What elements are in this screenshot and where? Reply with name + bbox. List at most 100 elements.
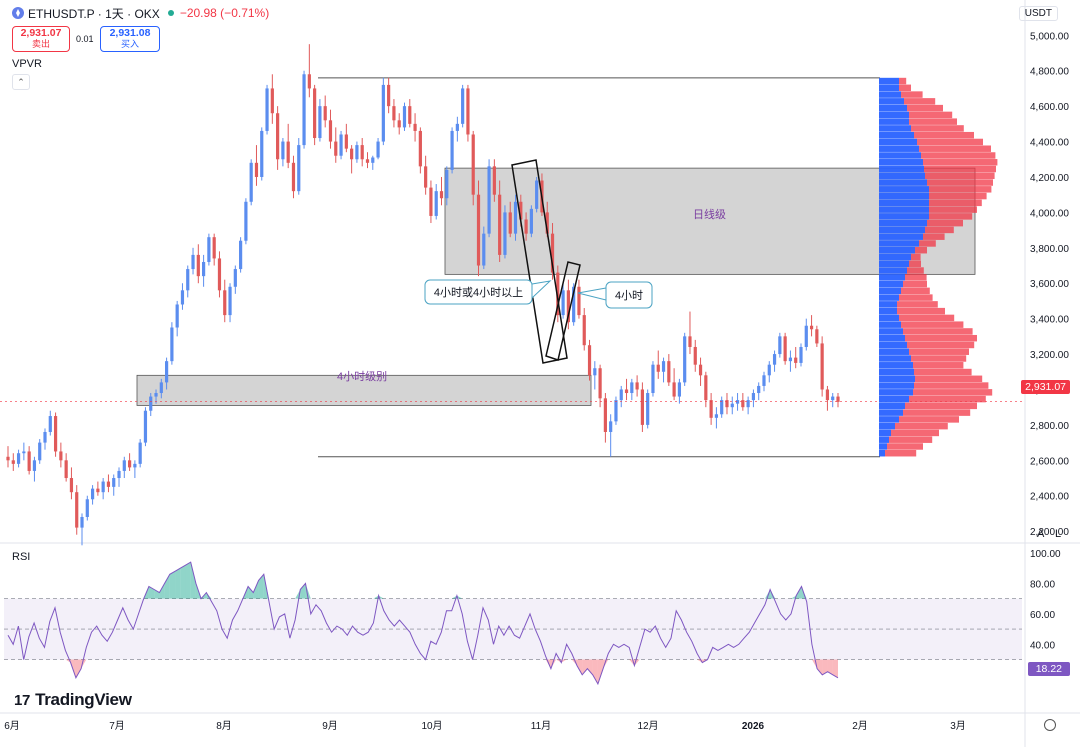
price-axis-label: 2,200.00 [1030, 527, 1069, 538]
log-scale-button[interactable]: L [1055, 528, 1062, 540]
volume-profile-down-bar [929, 192, 987, 200]
candle-body [27, 451, 31, 471]
candle-body [566, 290, 570, 323]
candle-body [6, 456, 10, 461]
candle-body [799, 346, 803, 363]
volume-profile-up-bar [879, 301, 897, 308]
candle-body [772, 354, 777, 365]
rsi-oversold-fill [827, 659, 833, 675]
candle-body [651, 364, 655, 394]
rsi-oversold-fill [571, 659, 577, 666]
candle-body [212, 237, 216, 259]
volume-profile-up-bar [879, 152, 921, 159]
brand-name: TradingView [35, 690, 132, 709]
rsi-indicator-label[interactable]: RSI [12, 551, 31, 563]
rsi-overbought-fill [185, 562, 191, 599]
settings-icon[interactable] [1044, 719, 1056, 731]
tradingview-logo-icon: 17 [14, 691, 31, 709]
candle-body [355, 145, 359, 160]
candle-body [783, 336, 787, 362]
volume-profile-up-bar [879, 355, 911, 362]
candle-body [767, 364, 771, 376]
candle-body [138, 442, 142, 464]
volume-profile-down-bar [897, 307, 945, 315]
buy-button[interactable]: 2,931.08 买入 [100, 26, 160, 52]
volume-profile-down-bar [909, 348, 969, 355]
volume-profile-up-bar [879, 145, 919, 152]
candle-body [450, 130, 454, 170]
rsi-overbought-fill [378, 595, 384, 599]
candle-body [22, 451, 26, 454]
candle-body [313, 88, 317, 139]
rsi-oversold-fill [592, 659, 598, 684]
rsi-overbought-fill [764, 589, 771, 599]
candle-body [350, 148, 354, 160]
rsi-oversold-fill [550, 659, 557, 669]
volume-profile-down-bar [921, 152, 996, 159]
candle-body [429, 187, 433, 216]
volume-profile-up-bar [879, 443, 887, 450]
candle-body [365, 159, 370, 163]
symbol-header: ETHUSDT.P · 1天 · OKX −20.98 (−0.71%) [12, 5, 269, 21]
candle-body [614, 400, 618, 422]
volume-profile-down-bar [915, 375, 983, 383]
volume-profile-up-bar [879, 125, 911, 132]
volume-profile-up-bar [879, 138, 917, 146]
candle-body [445, 169, 449, 199]
candle-body [75, 492, 79, 528]
vpvr-indicator-label[interactable]: VPVR [12, 58, 42, 70]
candle-body [159, 382, 163, 394]
symbol-title[interactable]: ETHUSDT.P · 1天 · OKX [28, 6, 160, 21]
chevron-up-icon[interactable]: ⌃ [12, 74, 30, 90]
candle-body [482, 233, 486, 266]
price-axis-label: 3,600.00 [1030, 279, 1069, 290]
candle-body [624, 389, 629, 394]
rsi-axis-label: 100.00 [1030, 549, 1061, 560]
volume-profile-down-bar [909, 260, 921, 267]
volume-profile-down-bar [895, 422, 948, 430]
candle-body [572, 286, 576, 323]
candle-body [408, 106, 412, 124]
volume-profile-up-bar [879, 246, 915, 254]
rsi-overbought-fill [373, 595, 379, 599]
candle-body [32, 460, 37, 471]
candle-body [794, 357, 798, 363]
candle-body [698, 364, 703, 376]
rsi-axis-label: 40.00 [1030, 640, 1055, 651]
candle-body [831, 396, 835, 401]
volume-profile-up-bar [879, 213, 929, 220]
tradingview-logo[interactable]: 17 TradingView [14, 690, 132, 710]
candle-body [302, 74, 306, 146]
currency-selector[interactable]: USDT [1018, 6, 1058, 21]
sell-button[interactable]: 2,931.07 卖出 [12, 26, 70, 52]
volume-profile-up-bar [879, 77, 899, 85]
candle-body [556, 272, 560, 316]
volume-profile-down-bar [889, 436, 933, 443]
volume-profile-up-bar [879, 422, 895, 430]
candle-body [471, 134, 475, 195]
volume-profile-up-bar [879, 280, 903, 288]
volume-profile-up-bar [879, 159, 923, 166]
volume-profile-up-bar [879, 253, 911, 261]
auto-scale-button[interactable]: A [1037, 528, 1045, 540]
volume-profile-up-bar [879, 111, 909, 119]
volume-profile-down-bar [929, 213, 973, 220]
volume-profile-up-bar [879, 362, 913, 369]
candle-body [519, 201, 523, 220]
candle-body [334, 141, 338, 156]
volume-profile-down-bar [914, 131, 974, 139]
candle-body [276, 113, 280, 160]
candle-body [106, 481, 111, 487]
candle-body [291, 162, 296, 192]
support-resistance-zone [136, 374, 592, 406]
volume-profile-down-bar [897, 301, 938, 308]
rsi-overbought-fill [248, 586, 254, 599]
candle-body [202, 261, 206, 277]
volume-profile-up-bar [879, 91, 901, 98]
candle-body [186, 269, 190, 291]
volume-profile-down-bar [899, 294, 933, 301]
callout-right-text: 4小时 [615, 289, 643, 302]
candle-body [598, 368, 602, 399]
